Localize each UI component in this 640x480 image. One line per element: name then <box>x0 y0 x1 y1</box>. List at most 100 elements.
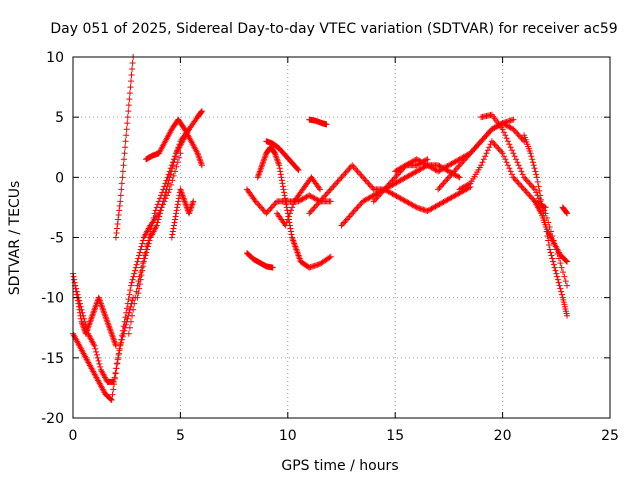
x-axis-ticks: 0 5 10 15 20 25 <box>69 57 619 444</box>
point-arc-20-4-5 <box>506 165 513 172</box>
x-tick-label-0: 0 <box>69 428 78 444</box>
point-arc-19-1-6 <box>453 165 460 172</box>
point-arc-21-4-3 <box>525 178 532 185</box>
point-arc-08-0-4 <box>170 222 177 229</box>
point-arc-06-4 <box>160 198 167 205</box>
point-arc-22-7 <box>564 312 571 319</box>
point-arc-03-6-5 <box>114 356 121 363</box>
point-arc-01-0-2 <box>71 276 78 283</box>
point-arc-06-3-1 <box>154 219 161 226</box>
point-arc-06-3-5 <box>157 207 164 214</box>
point-arc-02-5-7 <box>107 396 114 403</box>
point-arc-06-5-3 <box>169 165 176 172</box>
point-arc-06-1 <box>140 258 147 265</box>
point-arc-22-4-2 <box>548 252 555 259</box>
point-arc-03-7-4 <box>120 330 127 337</box>
point-arc-13-1-5 <box>288 207 295 214</box>
point-arc-20-5-2 <box>513 177 520 184</box>
point-arc-12-4-7 <box>294 166 301 173</box>
point-arc-03-3-1 <box>92 345 99 352</box>
point-arc-04-0-5 <box>115 211 122 218</box>
point-arc-19-0-1 <box>436 184 443 191</box>
point-arc-10-5 <box>276 162 283 169</box>
point-arc-08-0-6 <box>172 216 179 223</box>
point-arc-05-3 <box>151 210 158 217</box>
x-tick-label-5: 25 <box>601 428 619 444</box>
point-arc-20-5-3 <box>514 178 521 185</box>
point-arc-21-2-7 <box>508 147 515 154</box>
point-arc-03-8-7 <box>129 297 136 304</box>
point-arc-02-10-1 <box>135 255 142 262</box>
point-arc-06-1-4 <box>144 246 151 253</box>
point-arc-17-0-1 <box>372 196 379 203</box>
point-arc-04-3-3 <box>127 84 134 91</box>
point-arc-05-1-4 <box>138 264 145 271</box>
point-arc-08-0-2 <box>169 228 176 235</box>
point-arc-20-3-5 <box>495 145 502 152</box>
point-arc-22-5-1 <box>554 273 561 280</box>
point-arc-04-1-3 <box>118 180 125 187</box>
point-arc-06-5-1 <box>167 171 174 178</box>
point-arc-04-0-2 <box>114 225 121 232</box>
point-arc-05-0-5 <box>131 300 138 307</box>
point-arc-21-3-5 <box>517 165 524 172</box>
point-arc-08-5 <box>190 198 197 205</box>
point-arc-21-7-4 <box>558 264 565 271</box>
point-arc-03-7-7 <box>122 321 129 328</box>
point-arc-06-5 <box>166 174 173 181</box>
point-arc-03-8-3 <box>126 309 133 316</box>
point-arc-09-1-6 <box>260 207 267 214</box>
point-arc-06-0-5 <box>138 272 145 279</box>
point-arc-15-4-4 <box>354 168 361 175</box>
point-arc-15-1-5 <box>323 190 330 197</box>
point-arc-21-3-4 <box>515 162 522 169</box>
grid <box>73 57 610 418</box>
point-arc-06-3-7 <box>159 201 166 208</box>
point-arc-20-6-6 <box>529 195 536 202</box>
point-arc-21-7-5 <box>560 269 567 276</box>
point-arc-10-7-7 <box>288 231 295 238</box>
point-arc-15-2 <box>327 186 334 193</box>
point-arc-20-6-5 <box>527 193 534 200</box>
point-arc-15-0-4 <box>311 204 318 211</box>
point-arc-15-3 <box>338 174 345 181</box>
point-arc-03-7-3 <box>119 333 126 340</box>
point-arc-21-2-6 <box>507 144 514 151</box>
point-arc-02-6-1 <box>109 391 116 398</box>
point-arc-21-2-1 <box>500 129 507 136</box>
point-arc-04-0-7 <box>116 202 123 209</box>
point-arc-20-5 <box>510 174 517 181</box>
point-arc-16-1-4 <box>354 204 361 211</box>
point-arc-08-0 <box>168 234 175 241</box>
point-arc-21-8 <box>564 282 571 289</box>
point-arc-16-0-2 <box>341 219 348 226</box>
point-arc-19-1-7 <box>455 163 462 170</box>
point-arc-03-8-5 <box>127 303 134 310</box>
point-arc-15-5-1 <box>361 175 368 182</box>
point-arc-15-1-7 <box>326 187 333 194</box>
point-arc-15-4-1 <box>350 163 357 170</box>
point-arc-06-4-6 <box>165 180 172 187</box>
x-tick-label-4: 20 <box>494 428 512 444</box>
point-arc-21-7-3 <box>557 260 564 267</box>
point-arc-08-0-1 <box>169 231 176 238</box>
point-arc-20-2-2 <box>480 156 487 163</box>
point-arc-19-4-2 <box>480 135 487 142</box>
point-arc-03-3-3 <box>93 351 100 358</box>
point-arc-10-6-3 <box>282 195 289 202</box>
point-arc-02-10-2 <box>136 252 143 259</box>
point-arc-22-1-2 <box>529 156 536 163</box>
point-arc-09-1-4 <box>257 204 264 211</box>
point-arc-08-0-7 <box>172 213 179 220</box>
point-arc-19-1 <box>445 174 452 181</box>
point-arc-19-3-5 <box>474 142 481 149</box>
point-arc-06-3-2 <box>155 216 162 223</box>
y-axis-label: SDTVAR / TECUs <box>7 181 23 296</box>
point-arc-08-1-1 <box>173 207 180 214</box>
point-arc-05-0-3 <box>129 312 136 319</box>
point-arc-19-7-6 <box>518 135 525 142</box>
point-arc-06-1-2 <box>142 252 149 259</box>
point-arc-04-3-2 <box>126 90 133 97</box>
point-arc-10-5-4 <box>278 174 285 181</box>
